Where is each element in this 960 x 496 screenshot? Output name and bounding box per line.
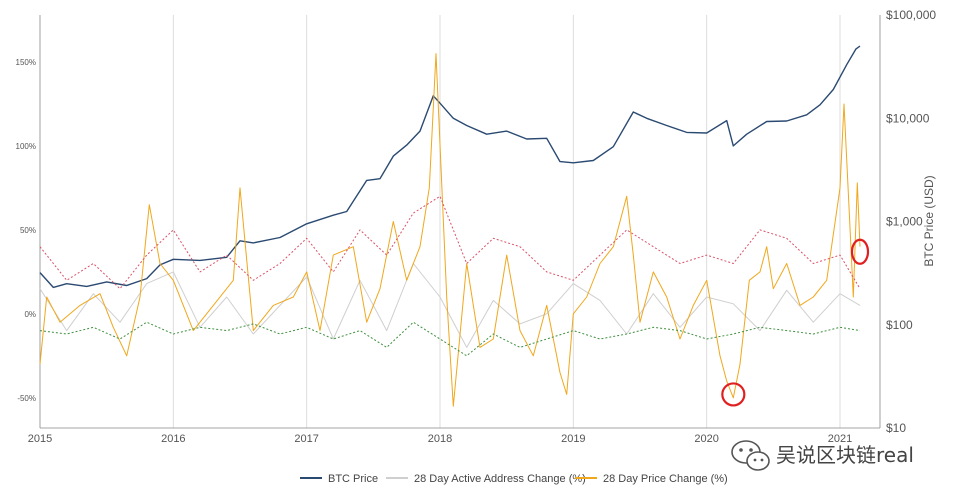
right-tick-label: $100 [886,318,913,332]
right-tick-label: $100,000 [886,8,936,22]
series-btc-price [39,45,861,289]
tick-layer: 2015 2016 2017 2018 2019 2020 2021 150% 100% 50% 0… [16,8,937,445]
x-tick-label: 2020 [694,433,718,445]
x-tick-label: 2015 [28,433,52,445]
x-tick-label: 2017 [294,433,318,445]
annotation-layer [721,238,870,407]
watermark: 吴说区块链real [731,440,914,471]
watermark-text: 吴说区块链real [776,443,914,467]
left-tick-label: -50% [17,394,36,403]
annotation-circle [721,382,746,407]
annotation-ellipse [850,238,870,265]
series-28-day-price-change [39,53,861,407]
x-tick-label: 2021 [828,433,852,445]
right-tick-label: $10 [886,421,906,435]
series-dashed-4 [39,321,861,357]
x-tick-label: 2019 [561,433,585,445]
series-28-day-active-address-change [39,263,861,348]
grid-layer [172,15,841,428]
left-tick-label: 50% [20,226,36,235]
left-tick-label: 0% [24,310,36,319]
wechat-icon [731,440,770,471]
x-tick-label: 2016 [161,433,185,445]
legend-label: BTC Price [328,473,378,485]
x-tick-label: 2018 [428,433,452,445]
legend-label: 28 Day Price Change (%) [603,473,728,485]
series-layer [39,45,861,407]
legend: BTC Price 28 Day Active Address Change (%… [300,473,728,485]
left-tick-label: 150% [16,58,36,67]
left-tick-label: 100% [16,142,36,151]
right-tick-label: $10,000 [886,111,930,125]
right-tick-label: $1,000 [886,215,923,229]
right-axis-label: BTC Price (USD) [922,175,936,266]
legend-label: 28 Day Active Address Change (%) [414,473,586,485]
series-dashed-3 [39,195,861,290]
axes-layer [39,15,881,429]
